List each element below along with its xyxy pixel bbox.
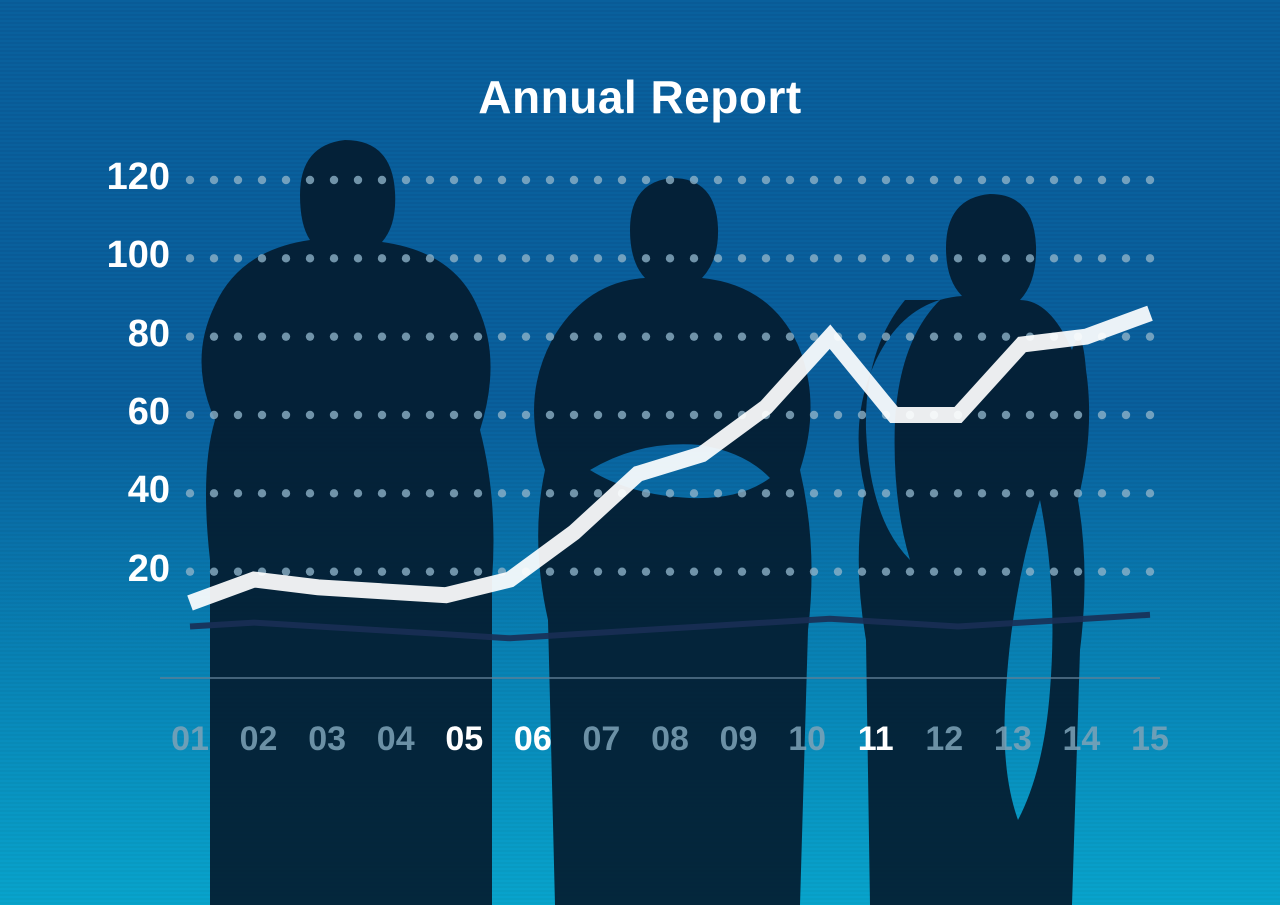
series-secondary — [190, 615, 1150, 639]
chart-line-series — [0, 0, 1280, 905]
chart-stage: Annual Report 20406080100120 01020304050… — [0, 0, 1280, 905]
series-primary — [190, 313, 1150, 603]
